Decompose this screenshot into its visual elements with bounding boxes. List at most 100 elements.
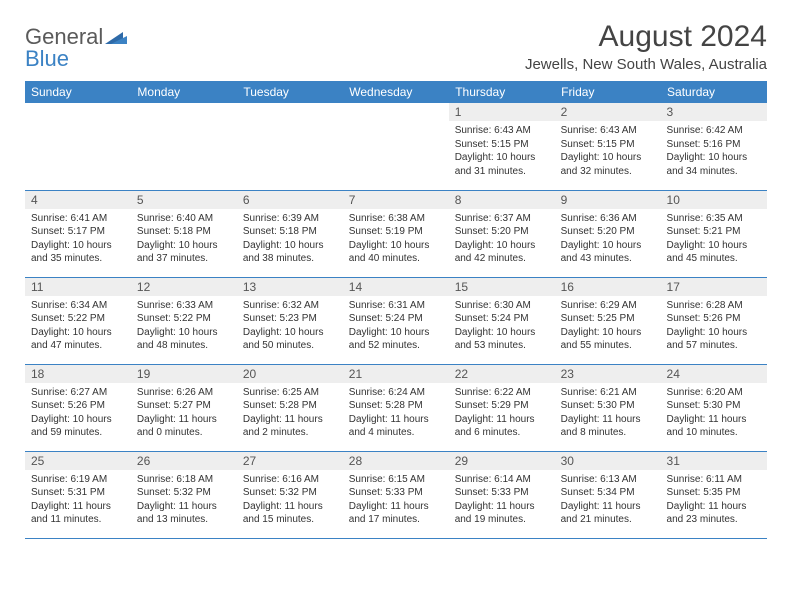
calendar-day-cell: 23Sunrise: 6:21 AMSunset: 5:30 PMDayligh… [555,364,661,451]
sunrise-text: Sunrise: 6:42 AM [667,124,761,138]
sunset-text: Sunset: 5:20 PM [561,225,655,239]
day-details: Sunrise: 6:20 AMSunset: 5:30 PMDaylight:… [661,383,767,442]
day-number: 2 [555,103,661,121]
sunset-text: Sunset: 5:19 PM [349,225,443,239]
day-number: 9 [555,191,661,209]
title-block: August 2024 Jewells, New South Wales, Au… [525,20,767,73]
daylight-text: Daylight: 11 hours and 15 minutes. [243,500,337,527]
day-number: 13 [237,278,343,296]
day-number: 25 [25,452,131,470]
sunset-text: Sunset: 5:22 PM [31,312,125,326]
daylight-text: Daylight: 10 hours and 53 minutes. [455,326,549,353]
daylight-text: Daylight: 10 hours and 47 minutes. [31,326,125,353]
calendar-day-cell [343,103,449,190]
day-details: Sunrise: 6:14 AMSunset: 5:33 PMDaylight:… [449,470,555,529]
sunrise-text: Sunrise: 6:30 AM [455,299,549,313]
calendar-day-cell: 15Sunrise: 6:30 AMSunset: 5:24 PMDayligh… [449,277,555,364]
sunset-text: Sunset: 5:15 PM [561,138,655,152]
calendar-day-cell: 28Sunrise: 6:15 AMSunset: 5:33 PMDayligh… [343,451,449,538]
daylight-text: Daylight: 10 hours and 45 minutes. [667,239,761,266]
day-header: Friday [555,81,661,103]
daylight-text: Daylight: 11 hours and 2 minutes. [243,413,337,440]
day-details: Sunrise: 6:42 AMSunset: 5:16 PMDaylight:… [661,121,767,180]
day-details: Sunrise: 6:16 AMSunset: 5:32 PMDaylight:… [237,470,343,529]
daylight-text: Daylight: 11 hours and 10 minutes. [667,413,761,440]
sunrise-text: Sunrise: 6:27 AM [31,386,125,400]
sunset-text: Sunset: 5:28 PM [349,399,443,413]
sunset-text: Sunset: 5:21 PM [667,225,761,239]
sunset-text: Sunset: 5:24 PM [455,312,549,326]
day-number: 19 [131,365,237,383]
sunrise-text: Sunrise: 6:38 AM [349,212,443,226]
logo-triangle-icon [105,30,127,44]
day-details: Sunrise: 6:43 AMSunset: 5:15 PMDaylight:… [555,121,661,180]
calendar-day-cell: 2Sunrise: 6:43 AMSunset: 5:15 PMDaylight… [555,103,661,190]
calendar-day-cell: 24Sunrise: 6:20 AMSunset: 5:30 PMDayligh… [661,364,767,451]
sunrise-text: Sunrise: 6:35 AM [667,212,761,226]
day-header: Wednesday [343,81,449,103]
sunset-text: Sunset: 5:33 PM [349,486,443,500]
daylight-text: Daylight: 11 hours and 17 minutes. [349,500,443,527]
day-details: Sunrise: 6:24 AMSunset: 5:28 PMDaylight:… [343,383,449,442]
logo: General Blue [25,26,127,70]
daylight-text: Daylight: 10 hours and 32 minutes. [561,151,655,178]
day-details: Sunrise: 6:27 AMSunset: 5:26 PMDaylight:… [25,383,131,442]
day-number: 24 [661,365,767,383]
sunset-text: Sunset: 5:26 PM [31,399,125,413]
day-number: 15 [449,278,555,296]
day-header: Sunday [25,81,131,103]
day-details: Sunrise: 6:37 AMSunset: 5:20 PMDaylight:… [449,209,555,268]
calendar-day-cell: 25Sunrise: 6:19 AMSunset: 5:31 PMDayligh… [25,451,131,538]
sunrise-text: Sunrise: 6:16 AM [243,473,337,487]
day-number: 7 [343,191,449,209]
daylight-text: Daylight: 11 hours and 11 minutes. [31,500,125,527]
calendar-week-row: 18Sunrise: 6:27 AMSunset: 5:26 PMDayligh… [25,364,767,451]
day-details: Sunrise: 6:25 AMSunset: 5:28 PMDaylight:… [237,383,343,442]
sunrise-text: Sunrise: 6:28 AM [667,299,761,313]
calendar-day-cell: 4Sunrise: 6:41 AMSunset: 5:17 PMDaylight… [25,190,131,277]
sunrise-text: Sunrise: 6:21 AM [561,386,655,400]
day-number: 22 [449,365,555,383]
day-details: Sunrise: 6:30 AMSunset: 5:24 PMDaylight:… [449,296,555,355]
sunrise-text: Sunrise: 6:39 AM [243,212,337,226]
sunrise-text: Sunrise: 6:43 AM [561,124,655,138]
day-number: 8 [449,191,555,209]
calendar-day-cell: 19Sunrise: 6:26 AMSunset: 5:27 PMDayligh… [131,364,237,451]
daylight-text: Daylight: 10 hours and 40 minutes. [349,239,443,266]
day-details: Sunrise: 6:38 AMSunset: 5:19 PMDaylight:… [343,209,449,268]
calendar-day-cell: 1Sunrise: 6:43 AMSunset: 5:15 PMDaylight… [449,103,555,190]
day-number: 18 [25,365,131,383]
calendar-day-cell: 27Sunrise: 6:16 AMSunset: 5:32 PMDayligh… [237,451,343,538]
daylight-text: Daylight: 11 hours and 8 minutes. [561,413,655,440]
daylight-text: Daylight: 10 hours and 37 minutes. [137,239,231,266]
day-number: 10 [661,191,767,209]
daylight-text: Daylight: 10 hours and 57 minutes. [667,326,761,353]
day-number: 23 [555,365,661,383]
sunrise-text: Sunrise: 6:24 AM [349,386,443,400]
sunset-text: Sunset: 5:18 PM [243,225,337,239]
sunset-text: Sunset: 5:26 PM [667,312,761,326]
sunset-text: Sunset: 5:24 PM [349,312,443,326]
sunrise-text: Sunrise: 6:36 AM [561,212,655,226]
day-number [131,103,237,121]
day-details: Sunrise: 6:21 AMSunset: 5:30 PMDaylight:… [555,383,661,442]
day-details: Sunrise: 6:22 AMSunset: 5:29 PMDaylight:… [449,383,555,442]
sunset-text: Sunset: 5:31 PM [31,486,125,500]
day-details: Sunrise: 6:29 AMSunset: 5:25 PMDaylight:… [555,296,661,355]
sunrise-text: Sunrise: 6:25 AM [243,386,337,400]
daylight-text: Daylight: 11 hours and 19 minutes. [455,500,549,527]
sunset-text: Sunset: 5:23 PM [243,312,337,326]
day-number: 11 [25,278,131,296]
logo-word-blue: Blue [25,46,69,71]
day-details: Sunrise: 6:35 AMSunset: 5:21 PMDaylight:… [661,209,767,268]
calendar-week-row: 11Sunrise: 6:34 AMSunset: 5:22 PMDayligh… [25,277,767,364]
header: General Blue August 2024 Jewells, New So… [25,20,767,73]
day-number: 27 [237,452,343,470]
day-number: 30 [555,452,661,470]
day-details: Sunrise: 6:33 AMSunset: 5:22 PMDaylight:… [131,296,237,355]
sunrise-text: Sunrise: 6:26 AM [137,386,231,400]
sunset-text: Sunset: 5:34 PM [561,486,655,500]
calendar-week-row: 25Sunrise: 6:19 AMSunset: 5:31 PMDayligh… [25,451,767,538]
sunset-text: Sunset: 5:33 PM [455,486,549,500]
daylight-text: Daylight: 11 hours and 0 minutes. [137,413,231,440]
